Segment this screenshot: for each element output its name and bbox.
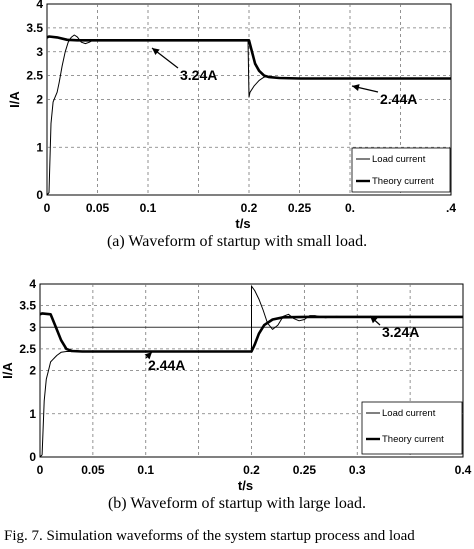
legend-entry: Load current — [382, 408, 436, 419]
series-line-theory-current — [39, 312, 463, 353]
x-tick-label: 0.3 — [349, 463, 366, 477]
x-tick-label: 0 — [37, 463, 44, 477]
legend-box — [361, 401, 463, 455]
series-line-theory-current — [46, 35, 451, 80]
x-tick-label: 0. — [345, 201, 355, 215]
x-tick-label: 0 — [44, 201, 51, 215]
annotation-arrowhead — [352, 84, 360, 91]
x-axis-label: t/s — [238, 478, 253, 493]
legend-entry: Load current — [372, 154, 426, 165]
x-tick-label: 0.1 — [137, 463, 154, 477]
legend-entry: Theory current — [372, 176, 434, 187]
x-tick-label: 0.2 — [241, 201, 258, 215]
annotation-arrowhead — [144, 352, 152, 360]
figure-caption: Fig. 7. Simulation waveforms of the syst… — [4, 528, 415, 544]
series-line-load-current — [39, 285, 463, 458]
y-tick-label: 2.5 — [26, 69, 43, 83]
legend-box — [351, 147, 451, 193]
chart-b-large-load: 0 0.05 0.1 0.2 0.25 0.3 0.4 0 1 2 2.5 3 3.5 4 t/s I/A 2.… — [0, 277, 472, 493]
y-tick-label: 1 — [29, 407, 36, 421]
legend-entry: Theory current — [382, 434, 444, 445]
y-tick-label: 4 — [29, 277, 36, 291]
y-axis-label: I/A — [0, 362, 15, 379]
y-tick-label: 0 — [36, 188, 43, 202]
annotation-label: 3.24A — [382, 324, 419, 340]
annotation-label: 2.44A — [148, 357, 185, 373]
annotation-arrowhead — [370, 316, 378, 324]
x-tick-label: .4 — [446, 201, 456, 215]
y-tick-label: 2 — [36, 93, 43, 107]
annotation-label: 2.44A — [380, 91, 417, 107]
chart-a-small-load: 0 0.05 0.1 0.2 0.25 0. .4 0 1 2 2.5 3 3.5 4 t/s I/A 3.24… — [7, 0, 456, 231]
y-tick-label: 3 — [29, 320, 36, 334]
x-tick-label: 0.25 — [293, 463, 317, 477]
y-tick-label: 4 — [36, 0, 43, 11]
x-tick-label: 0.4 — [455, 463, 472, 477]
x-tick-label: 0.25 — [288, 201, 312, 215]
caption-a: (a) Waveform of startup with small load. — [106, 233, 368, 250]
annotation-arrowhead — [152, 48, 160, 56]
y-axis-label: I/A — [7, 91, 22, 108]
y-tick-label: 1 — [36, 140, 43, 154]
y-tick-label: 2 — [29, 364, 36, 378]
y-tick-label: 0 — [29, 450, 36, 464]
x-tick-label: 0.2 — [243, 463, 260, 477]
x-tick-label: 0.05 — [86, 201, 110, 215]
annotation-label: 3.24A — [180, 67, 217, 83]
caption-b: (b) Waveform of startup with large load. — [107, 495, 367, 512]
y-tick-label: 3 — [36, 45, 43, 59]
x-tick-label: 0.05 — [81, 463, 105, 477]
x-axis-label: t/s — [235, 216, 250, 231]
y-tick-label: 3.5 — [26, 21, 43, 35]
x-tick-label: 0.1 — [140, 201, 157, 215]
y-tick-label: 2.5 — [19, 342, 36, 356]
y-tick-label: 3.5 — [19, 299, 36, 313]
